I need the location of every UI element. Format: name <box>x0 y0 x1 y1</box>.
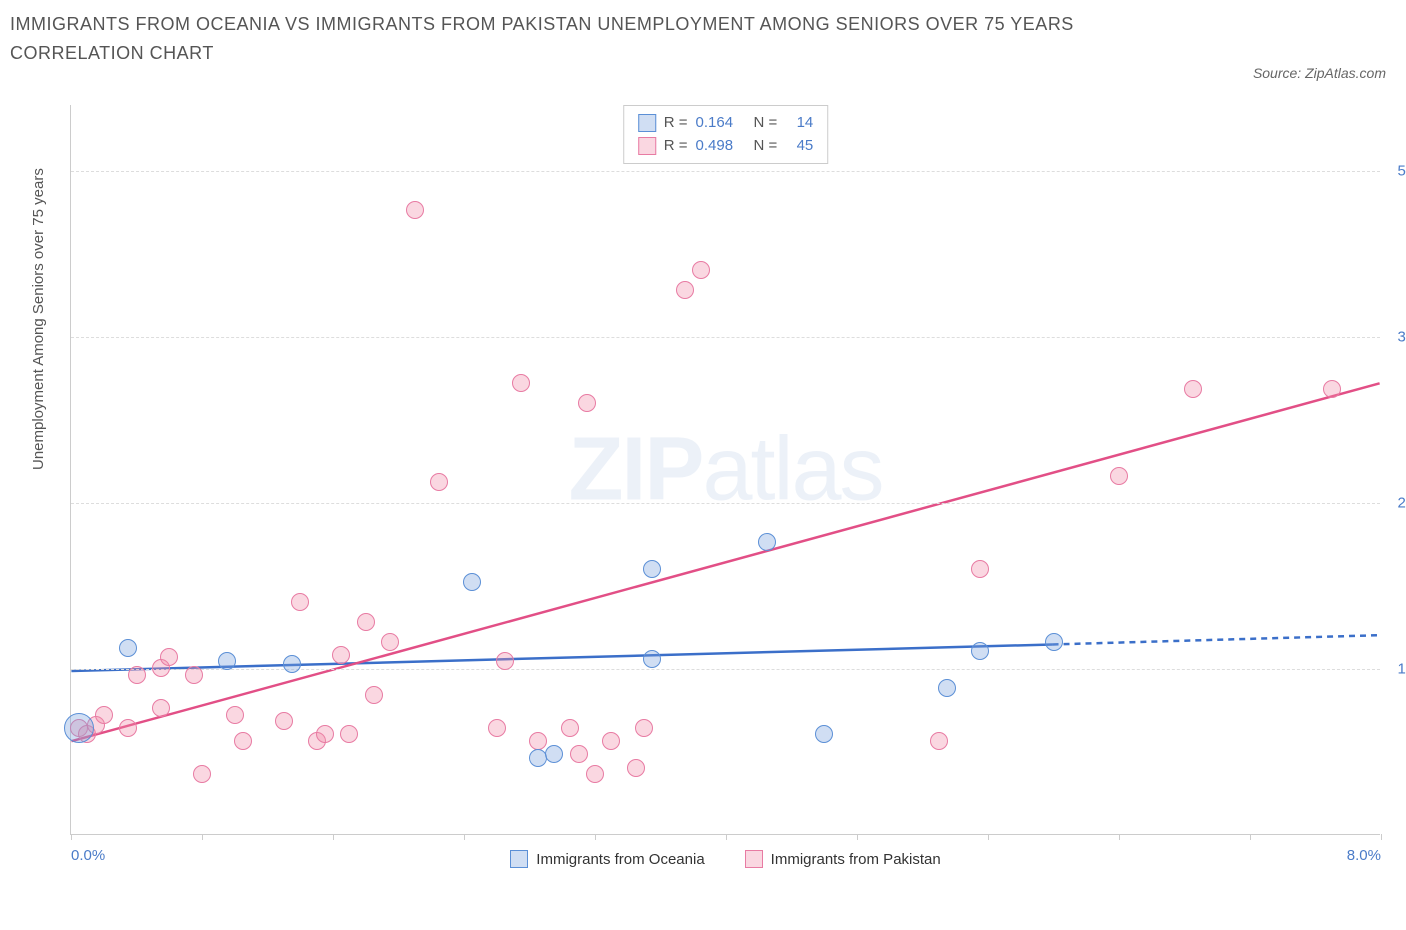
legend-swatch <box>638 114 656 132</box>
pakistan-point <box>635 719 653 737</box>
legend-stat-row: R = 0.164 N = 14 <box>638 112 814 135</box>
x-tick <box>1250 834 1251 840</box>
x-tick <box>464 834 465 840</box>
x-tick <box>202 834 203 840</box>
pakistan-point <box>332 646 350 664</box>
pakistan-point <box>128 666 146 684</box>
pakistan-point <box>676 281 694 299</box>
x-tick <box>1119 834 1120 840</box>
legend-item: Immigrants from Pakistan <box>745 850 941 868</box>
pakistan-point <box>488 719 506 737</box>
oceania-point <box>463 573 481 591</box>
gridline <box>71 171 1380 172</box>
oceania-point <box>758 533 776 551</box>
pakistan-point <box>234 732 252 750</box>
x-tick <box>71 834 72 840</box>
pakistan-point <box>561 719 579 737</box>
oceania-point <box>938 679 956 697</box>
y-tick-label: 25.0% <box>1385 495 1406 512</box>
pakistan-point <box>95 706 113 724</box>
pakistan-point <box>316 725 334 743</box>
oceania-point <box>218 652 236 670</box>
pakistan-point <box>291 593 309 611</box>
x-tick <box>726 834 727 840</box>
source-attribution: Source: ZipAtlas.com <box>1253 65 1386 81</box>
oceania-point <box>971 642 989 660</box>
legend-swatch <box>638 137 656 155</box>
legend-label: Immigrants from Pakistan <box>771 851 941 868</box>
n-label: N = <box>754 112 778 135</box>
n-label: N = <box>754 135 778 158</box>
oceania-point <box>1045 633 1063 651</box>
pakistan-point <box>381 633 399 651</box>
watermark: ZIPatlas <box>568 418 882 521</box>
pakistan-point <box>430 473 448 491</box>
oceania-point <box>119 639 137 657</box>
x-tick <box>333 834 334 840</box>
plot-area: ZIPatlas R =0.164N =14R =0.498N =45 Immi… <box>70 105 1380 835</box>
n-value: 45 <box>785 135 813 158</box>
x-tick-label: 8.0% <box>1347 847 1381 864</box>
chart-container: IMMIGRANTS FROM OCEANIA VS IMMIGRANTS FR… <box>10 10 1396 920</box>
legend-stat-row: R = 0.498 N = 45 <box>638 135 814 158</box>
pakistan-point <box>160 648 178 666</box>
oceania-point <box>643 650 661 668</box>
pakistan-point <box>692 261 710 279</box>
y-tick-label: 37.5% <box>1385 329 1406 346</box>
legend-label: Immigrants from Oceania <box>536 851 704 868</box>
gridline <box>71 503 1380 504</box>
pakistan-point <box>602 732 620 750</box>
x-tick <box>857 834 858 840</box>
y-axis-label: Unemployment Among Seniors over 75 years <box>30 168 47 470</box>
pakistan-point <box>152 699 170 717</box>
pakistan-point <box>570 745 588 763</box>
r-value: 0.498 <box>696 135 746 158</box>
legend-swatch <box>510 850 528 868</box>
oceania-point <box>815 725 833 743</box>
oceania-point <box>64 713 94 743</box>
pakistan-point <box>1184 380 1202 398</box>
legend-item: Immigrants from Oceania <box>510 850 704 868</box>
pakistan-point <box>627 759 645 777</box>
chart-title: IMMIGRANTS FROM OCEANIA VS IMMIGRANTS FR… <box>10 10 1130 68</box>
pakistan-point <box>971 560 989 578</box>
n-value: 14 <box>785 112 813 135</box>
gridline <box>71 337 1380 338</box>
pakistan-point <box>496 652 514 670</box>
pakistan-point <box>365 686 383 704</box>
legend-series: Immigrants from Oceania Immigrants from P… <box>71 850 1380 868</box>
pakistan-point <box>512 374 530 392</box>
pakistan-point <box>275 712 293 730</box>
x-tick <box>988 834 989 840</box>
pakistan-point <box>119 719 137 737</box>
legend-stats: R = 0.164 N = 14 R = 0.498 N = 45 <box>623 105 829 164</box>
trend-lines <box>71 105 1380 834</box>
pakistan-point <box>185 666 203 684</box>
x-tick <box>595 834 596 840</box>
pakistan-point <box>193 765 211 783</box>
oceania-point <box>643 560 661 578</box>
legend-swatch <box>745 850 763 868</box>
r-value: 0.164 <box>696 112 746 135</box>
pakistan-point <box>1323 380 1341 398</box>
pakistan-point <box>340 725 358 743</box>
y-tick-label: 50.0% <box>1385 163 1406 180</box>
x-tick <box>1381 834 1382 840</box>
gridline <box>71 669 1380 670</box>
pakistan-point <box>357 613 375 631</box>
pakistan-point <box>930 732 948 750</box>
pakistan-point <box>586 765 604 783</box>
pakistan-point <box>578 394 596 412</box>
pakistan-point <box>226 706 244 724</box>
pakistan-point <box>1110 467 1128 485</box>
pakistan-point <box>529 732 547 750</box>
oceania-point <box>529 749 547 767</box>
y-tick-label: 12.5% <box>1385 661 1406 678</box>
r-label: R = <box>664 112 688 135</box>
oceania-point <box>545 745 563 763</box>
x-tick-label: 0.0% <box>71 847 105 864</box>
oceania-point <box>283 655 301 673</box>
pakistan-point <box>406 201 424 219</box>
r-label: R = <box>664 135 688 158</box>
